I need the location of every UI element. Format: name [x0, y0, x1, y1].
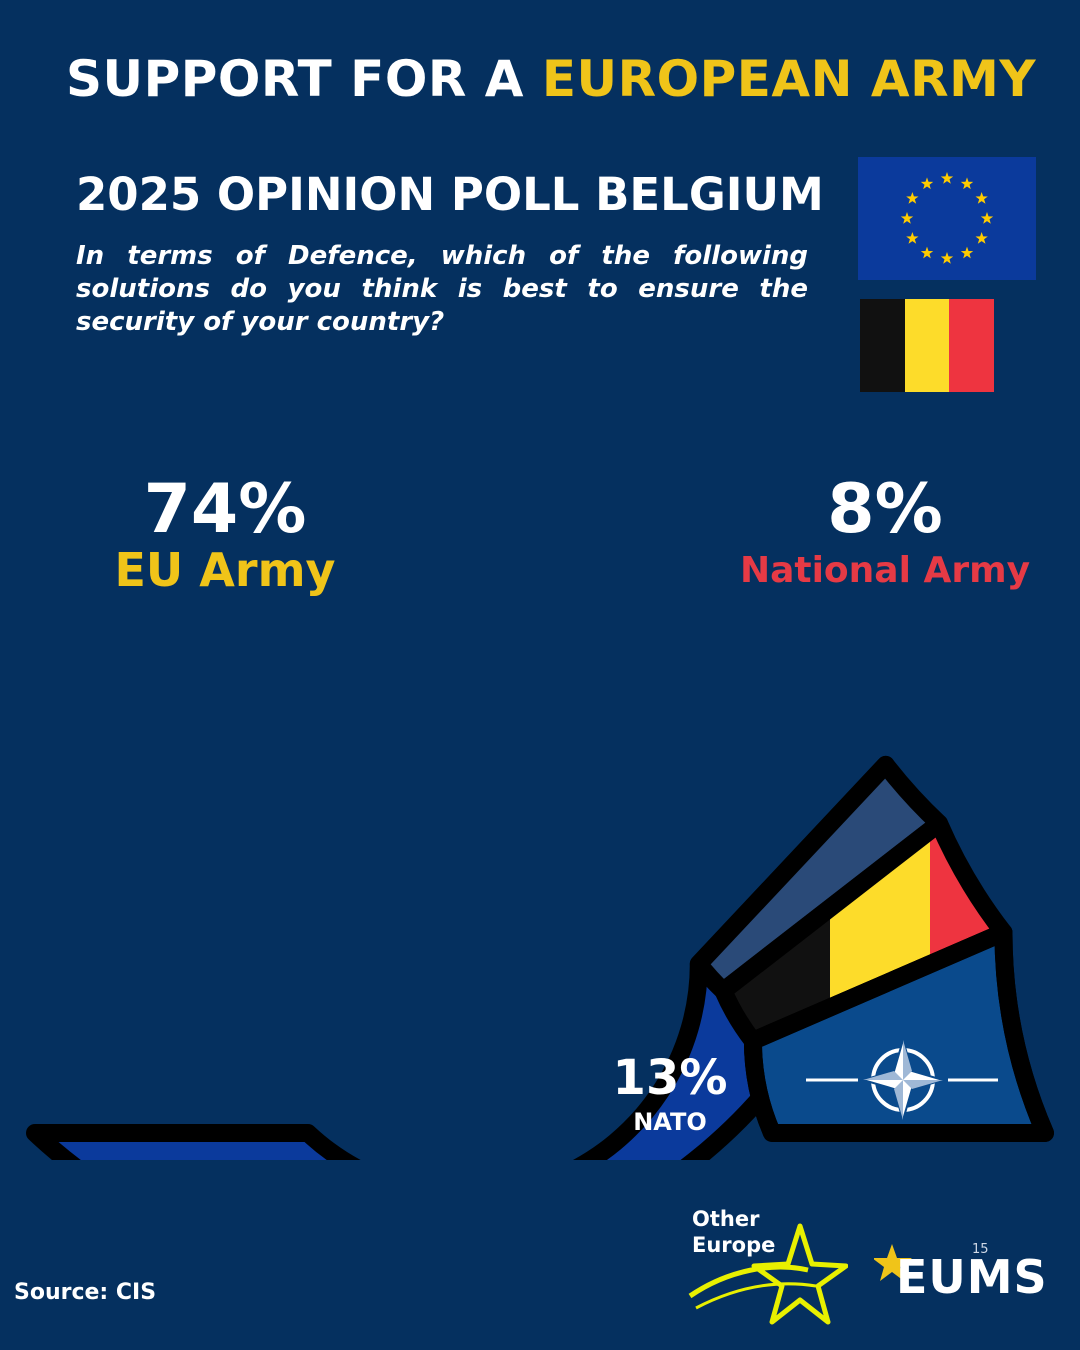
nato-rose-shade — [863, 1040, 943, 1120]
eu-star-icon — [391, 878, 421, 906]
eu-star-icon — [296, 712, 325, 739]
eums-logo-superscript: 15 — [972, 1242, 989, 1257]
eu-flag-star-icon — [960, 177, 974, 190]
other-europe-line1: Other — [692, 1207, 760, 1231]
title-main: SUPPORT FOR A — [66, 50, 542, 108]
title-accent: EUROPEAN ARMY — [541, 50, 1037, 108]
source-note: Source: CIS — [14, 1280, 157, 1305]
eu-flag-icon — [858, 157, 1036, 280]
eu-star-icon — [295, 878, 325, 906]
eu-star-icon — [260, 843, 290, 871]
nato-compass-icon — [806, 1036, 998, 1124]
eu-flag-star-icon — [940, 252, 954, 264]
eu-flag-star-icon — [920, 246, 934, 259]
eu-army-label: EU Army — [114, 543, 336, 597]
eu-flag-star-icon — [960, 246, 974, 259]
eu-star-icon — [426, 764, 456, 775]
eu-star-icon — [439, 795, 469, 823]
page-title: SUPPORT FOR A EUROPEAN ARMY — [66, 50, 1036, 108]
eu-flag-star-icon — [906, 192, 919, 204]
hemicycle-chart — [26, 699, 1054, 1160]
eums-logo-icon — [874, 1244, 912, 1281]
national-army-label: National Army — [739, 550, 1031, 591]
other-europe-line2: Europe — [692, 1233, 776, 1257]
segment-nato-outline — [743, 923, 1054, 1142]
page-subtitle: 2025 OPINION POLL BELGIUM — [76, 168, 824, 221]
national-army-percentage: 8% — [827, 470, 943, 549]
other-europe-logo-icon — [688, 1223, 848, 1325]
eu-star-icon — [392, 712, 421, 739]
eu-stars-icon — [247, 699, 469, 919]
eu-flag-star-icon — [906, 232, 919, 244]
other-europe-logo-text: Other Europe — [692, 1206, 775, 1258]
eu-star-icon — [344, 699, 373, 726]
nato-label: NATO — [633, 1108, 707, 1136]
eu-flag-star-icon — [975, 232, 988, 244]
eu-star-icon — [260, 764, 290, 775]
eu-flag-star-icon — [920, 177, 934, 190]
eu-star-icon — [343, 891, 373, 919]
eums-logo-text: EUMS — [896, 1250, 1048, 1304]
eu-flag-star-icon — [900, 212, 914, 224]
nato-percentage: 13% — [612, 1050, 728, 1106]
eu-army-percentage: 74% — [143, 470, 307, 549]
eu-flag-star-icon — [980, 212, 994, 224]
eu-flag-star-icon — [940, 172, 954, 184]
eu-star-icon — [426, 843, 456, 871]
belgium-flag-icon — [860, 299, 995, 392]
eu-flag-star-icon — [975, 192, 988, 204]
eu-star-icon — [247, 795, 277, 823]
poll-question: In terms of Defence, which of the follow… — [76, 241, 808, 337]
